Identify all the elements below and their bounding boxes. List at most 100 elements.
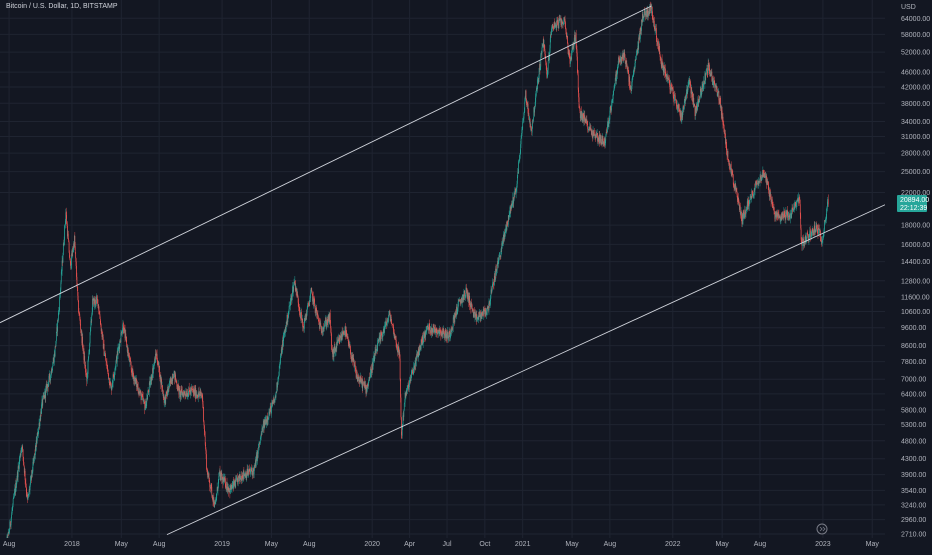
candle-body [565,28,567,32]
currency-label: USD [901,4,916,11]
candle-body [245,473,246,478]
candle-body [669,79,670,85]
candle-body [454,312,456,323]
candle-body [130,361,132,365]
candle-body [297,296,299,303]
channel-line[interactable] [166,204,886,536]
candle-body [118,347,119,349]
candle-body [239,474,241,480]
candle-body [394,336,396,339]
candle-body [301,318,303,320]
candle-body [680,111,681,118]
channel-line[interactable] [0,5,652,324]
candle-body [712,76,714,81]
candle-body [484,310,486,316]
candle-body [454,312,456,315]
candle-body [537,78,539,83]
candle-body [195,394,197,398]
candle-body [640,27,642,31]
candle-body [744,210,746,215]
candle-body [589,126,591,130]
candle-body [247,468,248,475]
candle-body [303,326,304,328]
candle-body [156,354,158,356]
candle-body [311,291,313,294]
candle-body [797,200,798,202]
price-axis-panel[interactable] [885,0,932,550]
candle-body [824,220,825,229]
candle-body [187,393,188,397]
candle-body [723,128,725,134]
candle-body [544,49,546,54]
candle-body [733,184,735,186]
candle-body [196,395,198,396]
candle-body [315,307,317,313]
candle-body [458,300,459,302]
candle-body [510,205,512,213]
candle-body [212,499,214,503]
candle-body [532,120,533,128]
candle-body [579,108,581,111]
candle-body [147,394,148,400]
candle-body [753,196,754,197]
candle-body [198,391,200,395]
candle-body [393,332,395,334]
candle-body [505,230,506,233]
candle-body [347,336,348,339]
candle-body [769,189,771,196]
candle-body [99,318,101,324]
candle-body [38,423,40,428]
candle-body [20,453,21,456]
candle-body [533,107,535,113]
candle-body [477,317,478,319]
candle-body [779,216,781,218]
candle-body [666,74,668,79]
candle-body [430,330,432,334]
candle-body [820,240,822,242]
candle-body [591,130,593,137]
candle-body [772,205,774,207]
candle-body [95,299,97,305]
candle-body [550,34,552,36]
candle-body [584,115,586,123]
candle-body [585,122,587,124]
candle-body [441,332,443,336]
candle-body [669,84,671,90]
candle-body [202,397,204,405]
price-tick-label: 2960.00 [901,517,926,524]
candle-body [199,394,200,396]
candle-body [45,387,47,389]
time-axis-panel[interactable] [0,538,885,550]
candle-body [591,129,592,135]
candle-body [560,17,561,19]
candle-body [781,212,783,220]
candle-body [713,81,715,84]
candle-body [639,33,641,39]
candle-body [403,415,404,417]
candle-body [645,13,647,17]
candle-body [520,138,522,145]
candle-body [387,320,388,323]
candle-body [792,209,794,211]
candle-body [535,90,537,96]
candle-body [392,324,394,325]
candle-body [625,60,627,63]
candle-body [342,332,344,335]
candle-body [191,388,193,390]
scroll-to-realtime-button[interactable] [816,523,828,535]
candle-body [558,24,559,29]
candle-body [138,392,139,394]
candle-body [266,416,268,422]
price-tick-label: 25000.00 [901,169,930,176]
candle-body [104,355,105,356]
candle-body [37,432,38,437]
candle-body [677,104,679,108]
candle-body [455,313,457,315]
candle-body [61,260,63,272]
candle-body [380,334,381,341]
candle-body [478,316,480,317]
candle-body [576,47,577,50]
candle-body [145,400,146,409]
